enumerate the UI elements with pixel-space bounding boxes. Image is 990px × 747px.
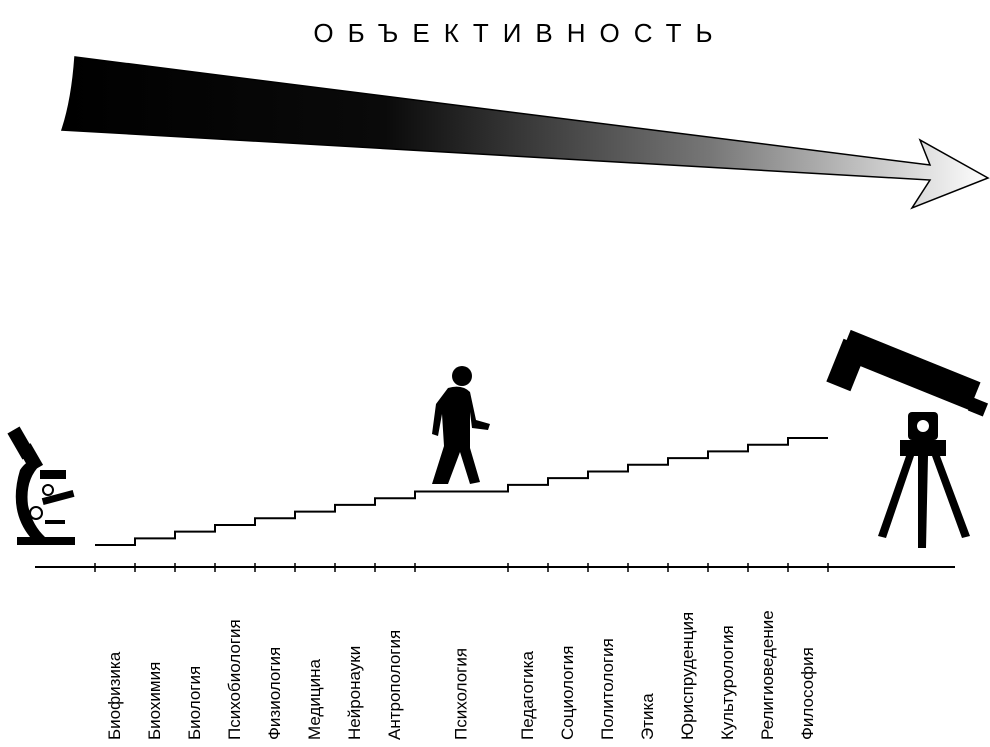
discipline-label: Политология [598, 638, 617, 740]
discipline-label: Культурология [718, 625, 737, 740]
discipline-label: Психобиология [225, 619, 244, 740]
discipline-label: Биохимия [145, 662, 164, 740]
telescope-icon [826, 330, 988, 548]
discipline-label: Философия [798, 647, 817, 740]
discipline-label: Биофизика [105, 651, 124, 740]
diagram: ОБЪЕКТИВНОСТЬ Биофизика Биохимия Биология П… [0, 0, 990, 747]
microscope-icon [7, 427, 75, 545]
discipline-label: Антропология [385, 630, 404, 740]
discipline-label: Нейронауки [345, 646, 364, 740]
person-icon [432, 366, 490, 484]
discipline-label: Физиология [265, 647, 284, 740]
discipline-label: Педагогика [518, 651, 537, 740]
discipline-label: Медицина [305, 659, 324, 740]
discipline-label: Социология [558, 645, 577, 740]
discipline-label: Религиоведение [758, 610, 777, 740]
discipline-label: Психология [452, 648, 471, 740]
title: ОБЪЕКТИВНОСТЬ [313, 18, 726, 48]
discipline-label: Биология [185, 666, 204, 740]
discipline-label: Этика [638, 693, 657, 740]
objectivity-arrow [62, 57, 988, 208]
discipline-label: Юриспруденция [678, 612, 697, 740]
